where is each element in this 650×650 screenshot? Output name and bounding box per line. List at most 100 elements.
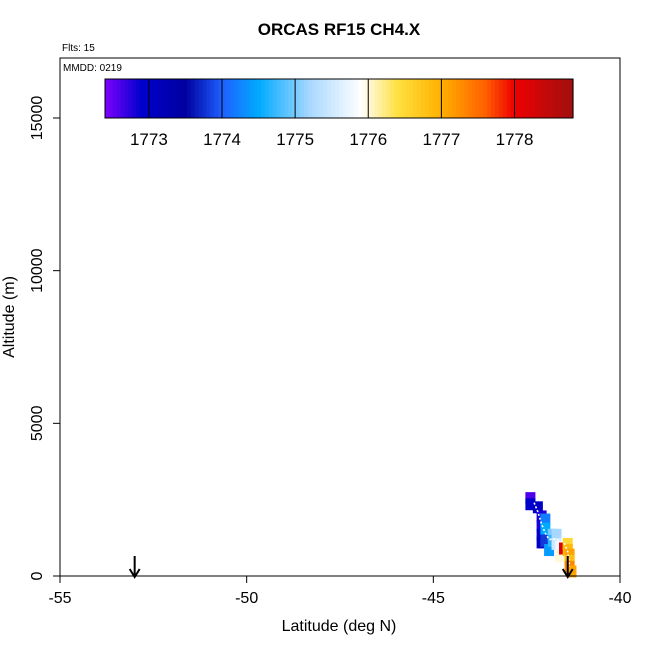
y-axis-label: Altitude (m) [1, 276, 18, 358]
colorbar-segment [498, 79, 504, 118]
colorbar-segment [342, 79, 348, 118]
colorbar-segment [303, 79, 309, 118]
colorbar-segment [526, 79, 531, 118]
colorbar-segment [491, 79, 496, 118]
colorbar-segment [456, 79, 461, 118]
colorbar-segment [401, 79, 406, 118]
x-tick-label: -45 [422, 590, 445, 607]
colorbar-segment [257, 79, 262, 118]
colorbar-tick-label: 1774 [203, 130, 241, 149]
colorbar-segment [179, 79, 184, 118]
colorbar-segment [374, 79, 379, 118]
colorbar-tick-label: 1778 [496, 130, 534, 149]
colorbar-segment [214, 79, 219, 118]
colorbar-segment [190, 79, 196, 118]
data-point [540, 522, 551, 535]
colorbar-segment [381, 79, 387, 118]
flight-track [533, 502, 571, 567]
colorbar-tick-label: 1773 [130, 130, 168, 149]
colorbar-segment [475, 79, 480, 118]
colorbar-segment [261, 79, 266, 118]
colorbar-segment [467, 79, 473, 118]
colorbar-segment [222, 79, 227, 118]
colorbar-segment [506, 79, 512, 118]
colorbar-segment [284, 79, 289, 118]
colorbar-segment [362, 79, 367, 118]
colorbar-segment [307, 79, 313, 118]
colorbar-segment [549, 79, 555, 118]
data-point [536, 528, 547, 541]
flights-label: Flts: 15 [62, 43, 95, 54]
x-tick-label: -55 [48, 590, 71, 607]
colorbar-segment [569, 79, 574, 118]
colorbar-segment [428, 79, 434, 118]
colorbar-segment [510, 79, 516, 118]
x-tick-label: -50 [235, 590, 258, 607]
colorbar-segment [202, 79, 207, 118]
colorbar-segment [354, 79, 360, 118]
colorbar-segment [116, 79, 122, 118]
colorbar: 1773 1774 1775 1776 1777 1778 [104, 78, 574, 149]
colorbar-segment [448, 79, 453, 118]
data-point [564, 548, 575, 561]
colorbar-segment [331, 79, 336, 118]
colorbar-segment [327, 79, 332, 118]
colorbar-segment [420, 79, 426, 118]
colorbar-segment [444, 79, 449, 118]
y-tick-label: 0 [29, 571, 46, 580]
colorbar-segment [198, 79, 204, 118]
colorbar-segment [319, 79, 324, 118]
y-tick-label: 15000 [29, 96, 46, 141]
colorbar-segment [323, 79, 328, 118]
colorbar-segment [237, 79, 243, 118]
colorbar-segment [350, 79, 356, 118]
colorbar-segment [311, 79, 317, 118]
x-axis-label: Latitude (deg N) [282, 618, 397, 635]
data-point [525, 498, 536, 511]
colorbar-segment [518, 79, 523, 118]
colorbar-segment [479, 79, 484, 118]
data-point [525, 492, 536, 505]
colorbar-segment [424, 79, 430, 118]
x-tick-label: -40 [608, 590, 631, 607]
colorbar-segment [120, 79, 126, 118]
colorbar-segment [565, 79, 570, 118]
colorbar-segment [370, 79, 375, 118]
y-tick-label: 5000 [29, 405, 46, 441]
data-point [544, 544, 555, 557]
data-point [562, 537, 573, 550]
colorbar-segment [159, 79, 165, 118]
colorbar-segment [561, 79, 566, 118]
colorbar-segment [144, 79, 149, 118]
colorbar-segment [487, 79, 492, 118]
colorbar-segment [276, 79, 282, 118]
colorbar-segment [268, 79, 274, 118]
colorbar-segment [553, 79, 558, 118]
colorbar-segment [459, 79, 465, 118]
colorbar-segment [463, 79, 469, 118]
data-point [555, 550, 566, 563]
colorbar-segment [186, 79, 192, 118]
colorbar-segment [128, 79, 133, 118]
colorbar-segment [241, 79, 246, 118]
x-axis: -55 -50 -45 -40 [48, 576, 632, 607]
arrow-head [128, 568, 141, 579]
colorbar-segment [272, 79, 278, 118]
colorbar-segment [405, 79, 410, 118]
colorbar-segment [534, 79, 539, 118]
colorbar-segment [530, 79, 535, 118]
colorbar-segment [108, 79, 114, 118]
colorbar-segment [413, 79, 418, 118]
arrow-head [561, 568, 574, 579]
plot-frame [59, 57, 621, 577]
colorbar-segment [393, 79, 399, 118]
colorbar-segment [151, 79, 157, 118]
colorbar-tick-label: 1776 [349, 130, 387, 149]
colorbar-segment [233, 79, 239, 118]
date-label: MMDD: 0219 [63, 63, 122, 74]
colorbar-segment [335, 79, 340, 118]
colorbar-segment [432, 79, 438, 118]
colorbar-segment [112, 79, 118, 118]
colorbar-segment [541, 79, 547, 118]
